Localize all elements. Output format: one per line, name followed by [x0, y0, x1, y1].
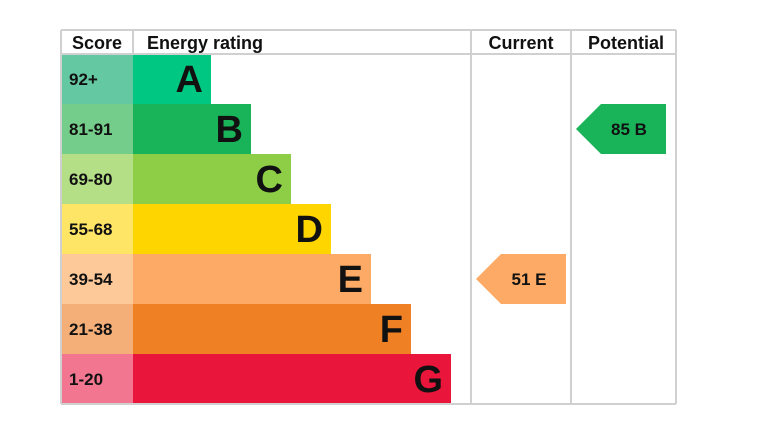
rating-letter-g: G	[413, 359, 443, 401]
header-energy-rating: Energy rating	[147, 33, 263, 53]
score-cell-d	[61, 204, 133, 254]
score-range-f: 21-38	[69, 320, 112, 339]
rating-bar-g	[133, 354, 451, 404]
score-range-a: 92+	[69, 70, 98, 89]
rating-letter-d: D	[296, 209, 323, 251]
rating-bar-e	[133, 254, 371, 304]
rating-letter-c: C	[256, 159, 283, 201]
score-range-c: 69-80	[69, 170, 112, 189]
rating-bar-a	[133, 54, 211, 104]
score-cell-b	[61, 104, 133, 154]
potential-rating-label: 85 B	[611, 120, 647, 139]
header-potential: Potential	[588, 33, 664, 53]
header-score: Score	[72, 33, 122, 53]
score-range-g: 1-20	[69, 370, 103, 389]
rating-letter-a: A	[176, 59, 203, 101]
score-range-b: 81-91	[69, 120, 112, 139]
rating-bar-f	[133, 304, 411, 354]
header-current: Current	[488, 33, 553, 53]
potential-rating-arrow	[576, 104, 666, 154]
current-rating-label: 51 E	[512, 270, 547, 289]
score-cell-a	[61, 54, 133, 104]
rating-letter-f: F	[380, 309, 403, 351]
score-cell-c	[61, 154, 133, 204]
rating-letter-b: B	[216, 109, 243, 151]
rating-bar-d	[133, 204, 331, 254]
rating-bar-b	[133, 104, 251, 154]
score-range-e: 39-54	[69, 270, 113, 289]
score-cell-f	[61, 304, 133, 354]
score-range-d: 55-68	[69, 220, 112, 239]
score-cell-g	[61, 354, 133, 404]
rating-bar-c	[133, 154, 291, 204]
rating-letter-e: E	[338, 259, 363, 301]
score-cell-e	[61, 254, 133, 304]
current-rating-arrow	[476, 254, 566, 304]
